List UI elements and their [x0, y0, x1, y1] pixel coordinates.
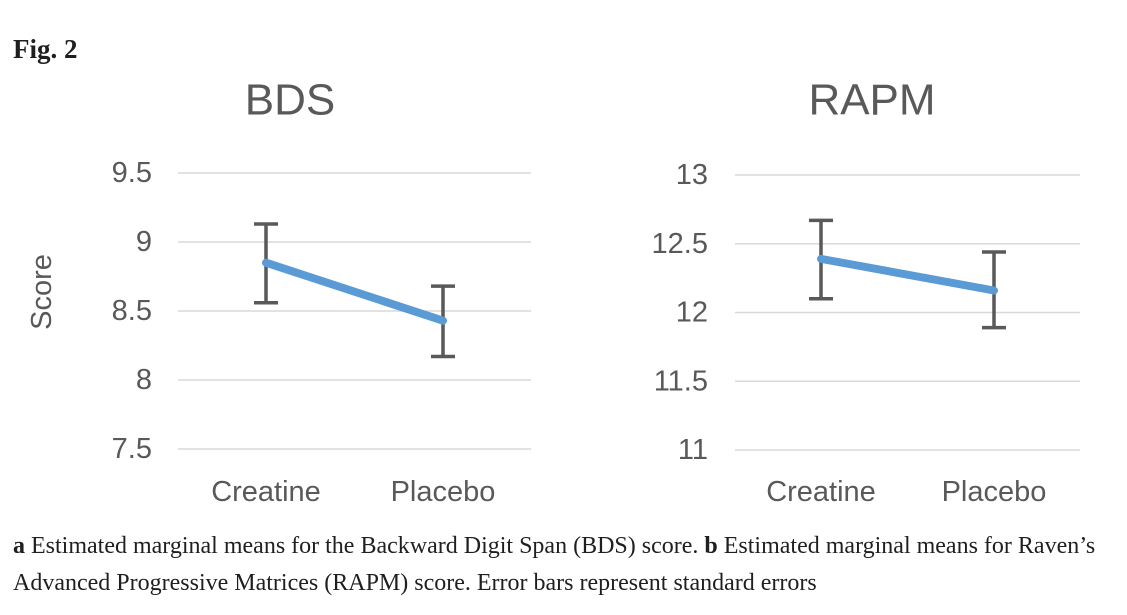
dual-line-chart: BDS 9.5 9 8.5 8 7.5 Score Creatine Placebo RAPM 13…: [26, 76, 1080, 508]
y-axis-tick-label: 11.5: [654, 365, 708, 397]
caption-panel-a-text: Estimated marginal means for the Backwar…: [31, 533, 699, 559]
caption-panel-b-text: Estimated marginal means for Raven’s Adv…: [13, 533, 1096, 596]
y-axis-tick-label: 12.5: [652, 228, 708, 260]
figure-label: Fig. 2: [13, 34, 78, 64]
y-axis-tick-label: 12: [676, 297, 708, 329]
x-category-label: Creatine: [766, 476, 876, 508]
y-axis-tick-label: 9.5: [112, 157, 152, 189]
series-line: [817, 254, 998, 295]
y-axis-tick-label: 7.5: [112, 433, 152, 465]
y-axis-title: Score: [26, 254, 58, 330]
y-axis-tick-label: 8.5: [112, 295, 152, 327]
caption-panel-b-label: b: [704, 533, 718, 559]
chart-title: RAPM: [808, 76, 935, 125]
series-line: [262, 258, 447, 325]
y-axis-tick-label: 8: [136, 364, 152, 396]
chart-title: BDS: [245, 76, 335, 125]
x-category-label: Placebo: [942, 476, 1047, 508]
y-axis-tick-label: 13: [676, 159, 708, 191]
figure-caption: a Estimated marginal means for the Backw…: [13, 528, 1115, 602]
x-category-label: Placebo: [391, 476, 496, 508]
y-axis-tick-label: 11: [678, 434, 708, 466]
caption-panel-a-label: a: [13, 533, 25, 559]
y-axis-tick-label: 9: [136, 226, 152, 258]
x-category-label: Creatine: [211, 476, 321, 508]
